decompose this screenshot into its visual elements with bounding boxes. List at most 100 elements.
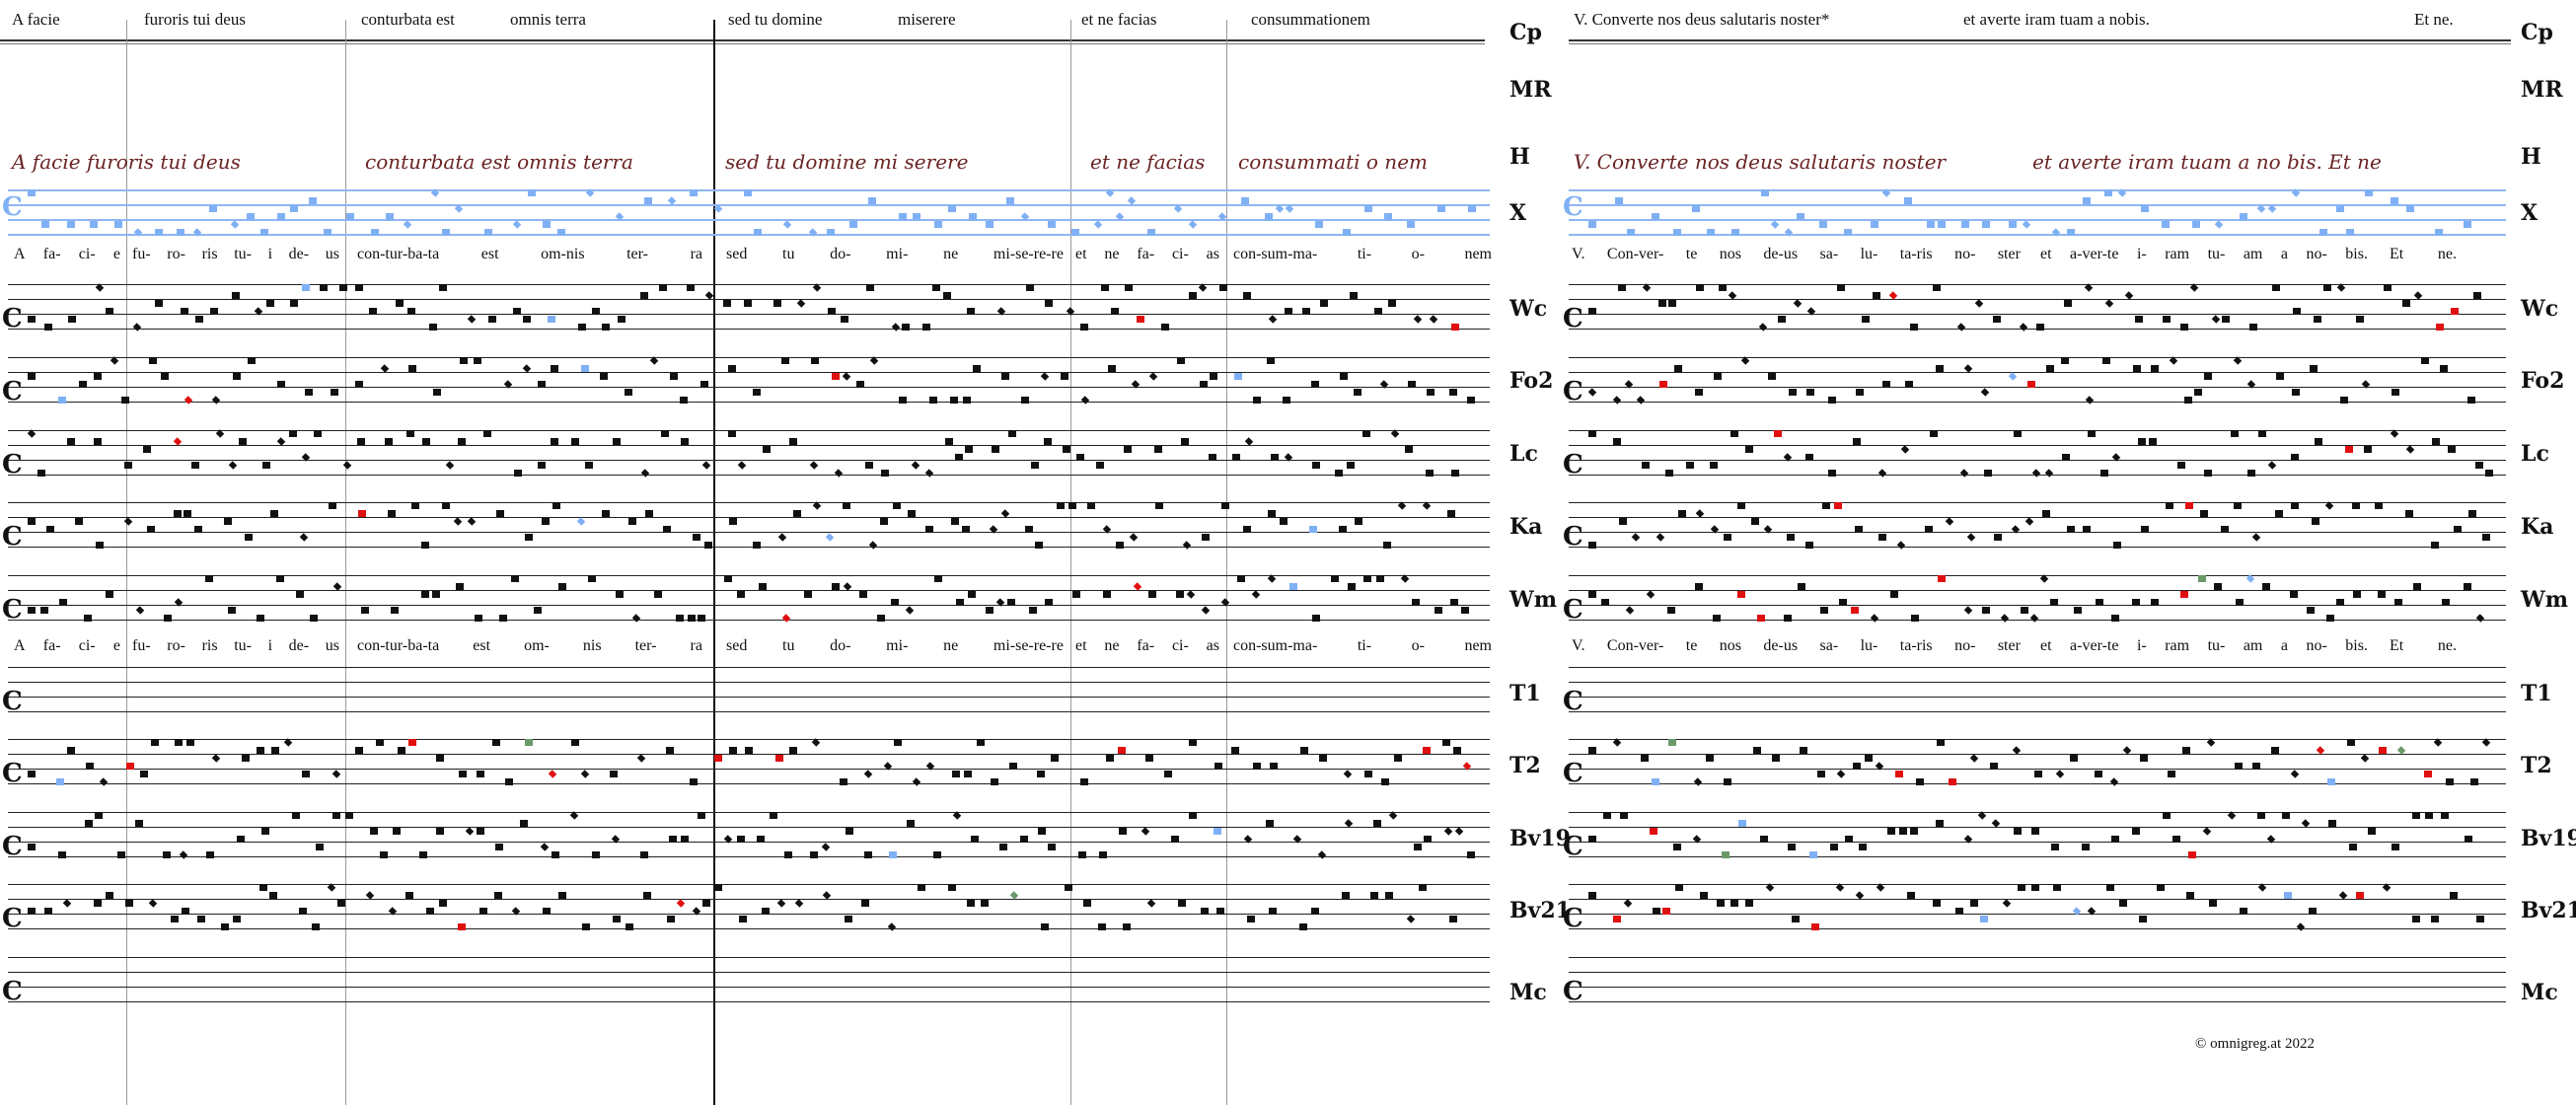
- neume: [2198, 575, 2206, 582]
- neume: [2470, 778, 2478, 785]
- c-clef-icon: C: [1563, 450, 1583, 479]
- neume: [181, 308, 188, 315]
- neume: [1798, 583, 1805, 590]
- neume: [2314, 316, 2321, 323]
- neume: [981, 900, 989, 907]
- neume: [67, 221, 75, 228]
- manuscript-label: Wc: [1509, 296, 1548, 322]
- neume: [1106, 755, 1114, 762]
- neume: [1982, 607, 1990, 614]
- neume: [1319, 755, 1327, 762]
- neume: [177, 229, 184, 236]
- neume: [2356, 316, 2364, 323]
- syllable: e: [112, 637, 120, 654]
- neume: [1269, 908, 1277, 915]
- neume: [232, 292, 240, 299]
- neume: [2293, 308, 2301, 315]
- staff-line: [8, 827, 1490, 828]
- neume: [902, 324, 910, 331]
- neume: [1381, 778, 1389, 785]
- neume: [2391, 197, 2398, 204]
- syllable: mi-se-re-re: [993, 246, 1064, 262]
- syllable: et: [2040, 637, 2052, 654]
- neume: [2262, 583, 2270, 590]
- staff-line: [8, 928, 1490, 929]
- staff-line: [1569, 517, 2506, 518]
- neume: [2421, 357, 2429, 364]
- staff-line: [1569, 299, 2506, 300]
- neume: [28, 771, 36, 777]
- neume: [433, 389, 441, 396]
- neume: [2046, 365, 2054, 372]
- manuscript-label: Lc: [2521, 441, 2549, 467]
- neume: [1427, 389, 1435, 396]
- neume: [68, 316, 76, 323]
- neume: [1315, 221, 1323, 228]
- staff-line: [8, 329, 1490, 330]
- syllable: om-nis: [541, 246, 585, 262]
- manuscript-label: X: [1509, 200, 1527, 226]
- header-segment: et ne facias: [1081, 10, 1157, 29]
- staff-line: [1569, 189, 2506, 191]
- neume: [28, 316, 36, 323]
- neume: [184, 510, 191, 517]
- neume: [2467, 397, 2475, 404]
- neume: [796, 299, 806, 308]
- neume: [2088, 430, 2096, 437]
- neume: [1890, 591, 1898, 598]
- syllable: am: [2243, 246, 2263, 262]
- syllable: fu-: [132, 637, 151, 654]
- manuscript-text: et averte iram tuam a no bis. Et ne: [2032, 150, 2382, 174]
- neume: [1822, 502, 1830, 509]
- neume: [58, 851, 66, 858]
- neume: [2309, 908, 2317, 915]
- staff-line: [1569, 284, 2506, 285]
- neume: [1080, 778, 1088, 785]
- neume: [2200, 510, 2208, 517]
- neume: [1959, 469, 1969, 478]
- neume: [1137, 316, 1144, 323]
- neume: [1966, 533, 1976, 542]
- syllable: tu-: [234, 637, 252, 654]
- neume: [804, 591, 812, 598]
- neume: [421, 591, 429, 598]
- neume: [1383, 542, 1391, 549]
- neume: [155, 300, 163, 307]
- manuscript-label: Fo2: [1509, 368, 1554, 394]
- neume: [2436, 324, 2444, 331]
- neume: [2412, 812, 2420, 819]
- syllable: tu-: [234, 246, 252, 262]
- neume: [643, 892, 651, 899]
- syllable: ra: [690, 637, 702, 654]
- neume: [2290, 770, 2300, 778]
- copyright: © omnigreg.at 2022: [2195, 1036, 2315, 1052]
- neume: [1467, 851, 1475, 858]
- neume: [2312, 518, 2319, 525]
- neume: [969, 213, 977, 220]
- syllable: om-: [524, 637, 550, 654]
- neume: [1933, 900, 1941, 907]
- neume: [1339, 526, 1347, 533]
- neume: [1141, 827, 1150, 836]
- neume: [2450, 892, 2458, 899]
- neume: [337, 900, 345, 907]
- neume: [1414, 844, 1422, 850]
- syllable: ster: [1997, 637, 2021, 654]
- neume: [828, 308, 836, 315]
- neume: [698, 812, 705, 819]
- neume: [952, 771, 960, 777]
- neume: [810, 851, 818, 858]
- neume: [775, 755, 783, 762]
- neume: [2070, 755, 2078, 762]
- neume: [37, 470, 45, 477]
- neume: [576, 517, 586, 526]
- neume: [1686, 462, 1694, 469]
- staff-line: [8, 754, 1490, 755]
- neume: [1737, 591, 1745, 598]
- neume: [1087, 502, 1095, 509]
- neume: [2405, 445, 2415, 454]
- neume: [511, 575, 519, 582]
- neume: [1811, 923, 1819, 930]
- neume: [2431, 542, 2439, 549]
- staff-line: [1569, 697, 2506, 698]
